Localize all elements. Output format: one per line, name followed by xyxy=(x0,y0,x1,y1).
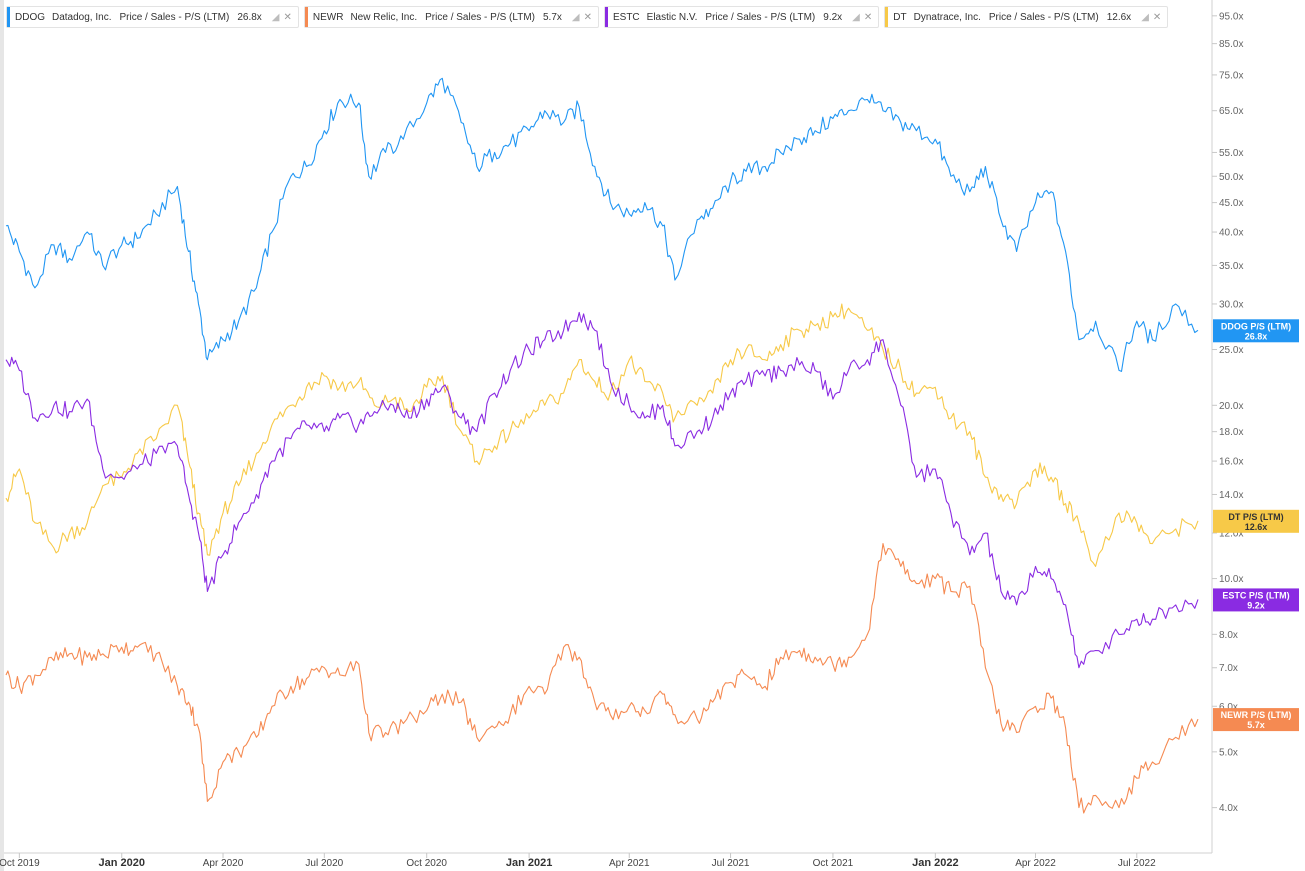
y-tick-label: 30.0x xyxy=(1219,299,1243,310)
x-tick-label: Jul 2022 xyxy=(1118,858,1156,869)
tag-series-value: 5.7x xyxy=(1247,720,1265,730)
legend-ticker: ESTC xyxy=(612,11,640,23)
x-tick-label: Oct 2020 xyxy=(406,858,447,869)
y-tick-label: 20.0x xyxy=(1219,401,1243,412)
chart-left-edge xyxy=(0,0,4,871)
legend-company: Elastic N.V. xyxy=(646,11,698,23)
legend-metric: Price / Sales - P/S (LTM) xyxy=(988,11,1099,23)
legend-company: New Relic, Inc. xyxy=(350,11,418,23)
series-line-newr xyxy=(5,543,1199,814)
y-tick-label: 75.0x xyxy=(1219,70,1243,81)
legend-company: Dynatrace, Inc. xyxy=(913,11,981,23)
x-axis: Oct 2019 Jan 2020 Apr 2020 Jul 2020 Oct 2020… xyxy=(0,853,1156,869)
legend-item-newr[interactable]: NEWR New Relic, Inc. Price / Sales - P/S (… xyxy=(303,6,599,28)
series-line-dt xyxy=(5,303,1199,567)
tag-background xyxy=(1213,588,1299,612)
y-tick-label: 14.0x xyxy=(1219,490,1243,501)
y-tick-label: 5.0x xyxy=(1219,747,1238,758)
x-tick-label: Jul 2020 xyxy=(305,858,343,869)
pin-icon[interactable]: ◢ xyxy=(1141,11,1149,23)
x-tick-label: Jan 2022 xyxy=(912,857,958,869)
legend-bar: DDOG Datadog, Inc. Price / Sales - P/S (LT… xyxy=(6,6,1169,28)
tag-series-label: DDOG P/S (LTM) xyxy=(1221,321,1291,331)
x-tick-label: Apr 2022 xyxy=(1015,858,1056,869)
close-icon[interactable]: ✕ xyxy=(1152,11,1162,23)
x-tick-label: Jan 2020 xyxy=(99,857,145,869)
legend-ticker: DT xyxy=(893,11,907,23)
y-tick-label: 95.0x xyxy=(1219,11,1243,22)
legend-value: 12.6x xyxy=(1106,11,1132,23)
last-value-tag-newr: NEWR P/S (LTM)5.7x xyxy=(1213,708,1299,732)
pin-icon[interactable]: ◢ xyxy=(571,11,580,23)
tag-background xyxy=(1213,708,1299,732)
legend-value: 26.8x xyxy=(237,11,262,23)
legend-color-swatch xyxy=(304,7,308,27)
tag-series-label: DT P/S (LTM) xyxy=(1228,512,1283,522)
y-tick-label: 40.0x xyxy=(1219,228,1243,239)
y-tick-label: 50.0x xyxy=(1219,172,1243,183)
y-tick-label: 25.0x xyxy=(1219,345,1243,356)
close-icon[interactable]: ✕ xyxy=(583,11,592,23)
y-tick-label: 35.0x xyxy=(1219,261,1243,272)
y-tick-label: 6.0x xyxy=(1219,702,1238,713)
pin-icon[interactable]: ◢ xyxy=(852,11,860,23)
y-tick-label: 18.0x xyxy=(1219,427,1243,438)
series-line-ddog xyxy=(5,77,1199,372)
x-tick-label: Jan 2021 xyxy=(506,857,552,869)
tag-background xyxy=(1213,319,1299,343)
y-tick-label: 65.0x xyxy=(1219,106,1243,117)
x-tick-label: Oct 2019 xyxy=(0,858,40,869)
legend-color-swatch xyxy=(7,7,10,27)
legend-value: 9.2x xyxy=(823,11,843,23)
pin-icon[interactable]: ◢ xyxy=(271,11,280,23)
last-value-tag-ddog: DDOG P/S (LTM)26.8x xyxy=(1213,319,1299,343)
tag-series-value: 12.6x xyxy=(1245,522,1268,532)
y-tick-label: 16.0x xyxy=(1219,457,1243,468)
tag-series-value: 9.2x xyxy=(1247,600,1265,610)
y-tick-label: 12.0x xyxy=(1219,529,1243,540)
y-axis: 4.0x 5.0x 6.0x 7.0x 8.0x 10.0x 12.0x 14.0x 16.0x… xyxy=(1212,11,1243,814)
legend-ticker: NEWR xyxy=(312,11,344,23)
legend-item-estc[interactable]: ESTC Elastic N.V. Price / Sales - P/S (LTM… xyxy=(603,6,880,28)
legend-metric: Price / Sales - P/S (LTM) xyxy=(705,11,816,23)
x-tick-label: Apr 2020 xyxy=(203,858,244,869)
y-tick-label: 45.0x xyxy=(1219,198,1243,209)
y-tick-label: 8.0x xyxy=(1219,630,1238,641)
tag-series-label: ESTC P/S (LTM) xyxy=(1222,590,1289,600)
tag-series-value: 26.8x xyxy=(1245,331,1268,341)
last-value-tag-estc: ESTC P/S (LTM)9.2x xyxy=(1213,588,1299,612)
x-tick-label: Oct 2021 xyxy=(813,858,854,869)
close-icon[interactable]: ✕ xyxy=(283,11,292,23)
series-line-estc xyxy=(5,311,1199,669)
x-tick-label: Jul 2021 xyxy=(712,858,750,869)
legend-company: Datadog, Inc. xyxy=(52,11,112,23)
legend-value: 5.7x xyxy=(542,11,562,23)
legend-metric: Price / Sales - P/S (LTM) xyxy=(425,11,535,23)
legend-metric: Price / Sales - P/S (LTM) xyxy=(119,11,230,23)
y-tick-label: 55.0x xyxy=(1219,148,1243,159)
series-layer xyxy=(5,77,1199,814)
last-value-tag-dt: DT P/S (LTM)12.6x xyxy=(1213,509,1299,533)
close-icon[interactable]: ✕ xyxy=(863,11,873,23)
legend-color-swatch xyxy=(885,7,889,27)
x-tick-label: Apr 2021 xyxy=(609,858,650,869)
tag-background xyxy=(1213,509,1299,533)
legend-item-dt[interactable]: DT Dynatrace, Inc. Price / Sales - P/S (LT… xyxy=(884,6,1169,28)
tag-series-label: NEWR P/S (LTM) xyxy=(1221,710,1292,720)
y-tick-label: 85.0x xyxy=(1219,39,1243,50)
last-value-tags: DDOG P/S (LTM)26.8x DT P/S (LTM)12.6x ESTC… xyxy=(1213,319,1299,732)
legend-ticker: DDOG xyxy=(15,11,45,23)
legend-color-swatch xyxy=(604,7,608,27)
y-tick-label: 10.0x xyxy=(1219,574,1243,585)
y-tick-label: 7.0x xyxy=(1219,663,1238,674)
y-tick-label: 4.0x xyxy=(1219,803,1238,814)
legend-item-ddog[interactable]: DDOG Datadog, Inc. Price / Sales - P/S (LT… xyxy=(6,6,299,28)
